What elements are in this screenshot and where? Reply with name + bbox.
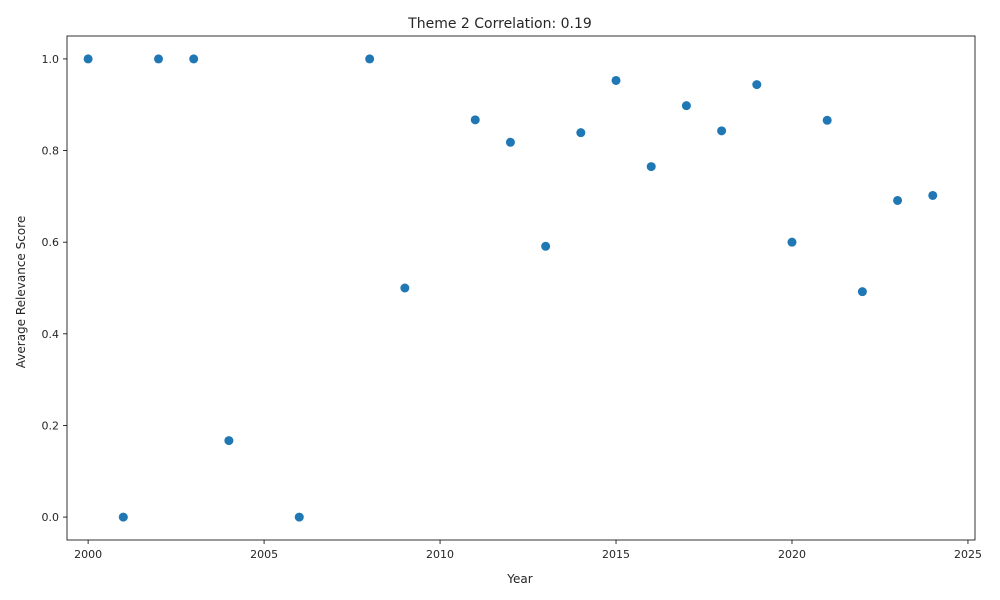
x-axis-label: Year xyxy=(506,572,532,586)
data-point xyxy=(400,283,410,293)
y-tick-label: 0.0 xyxy=(42,511,60,524)
y-tick-label: 1.0 xyxy=(42,53,60,66)
data-point xyxy=(470,115,480,125)
y-tick-label: 0.6 xyxy=(42,236,60,249)
data-point xyxy=(893,195,903,205)
x-tick-label: 2010 xyxy=(426,548,454,561)
y-axis-ticks: 0.0 0.2 0.4 0.6 0.8 1.0 xyxy=(42,53,67,524)
data-point xyxy=(224,436,234,446)
data-point xyxy=(787,237,797,247)
x-tick-label: 2000 xyxy=(74,548,102,561)
data-point xyxy=(154,54,164,64)
y-tick-label: 0.4 xyxy=(42,328,60,341)
data-point xyxy=(365,54,375,64)
axes xyxy=(66,35,976,541)
x-tick-label: 2025 xyxy=(954,548,982,561)
data-point xyxy=(541,241,551,251)
x-axis-ticks: 2000 2005 2010 2015 2020 2025 xyxy=(74,540,982,561)
data-point xyxy=(576,128,586,138)
data-point xyxy=(294,512,304,522)
data-point xyxy=(646,162,656,172)
data-point xyxy=(857,287,867,297)
data-point xyxy=(505,137,515,147)
y-axis-label: Average Relevance Score xyxy=(14,216,28,368)
data-point xyxy=(928,190,938,200)
data-point xyxy=(83,54,93,64)
x-tick-label: 2005 xyxy=(250,548,278,561)
y-tick-label: 0.2 xyxy=(42,419,60,432)
data-point xyxy=(118,512,128,522)
data-point xyxy=(822,115,832,125)
plot-frame xyxy=(66,35,976,541)
x-tick-label: 2020 xyxy=(778,548,806,561)
data-point xyxy=(681,101,691,111)
data-point xyxy=(717,126,727,136)
data-points xyxy=(83,54,938,522)
data-point xyxy=(611,75,621,85)
data-point xyxy=(752,80,762,90)
chart-title: Theme 2 Correlation: 0.19 xyxy=(407,16,592,32)
x-tick-label: 2015 xyxy=(602,548,630,561)
y-tick-label: 0.8 xyxy=(42,145,60,158)
data-point xyxy=(189,54,199,64)
